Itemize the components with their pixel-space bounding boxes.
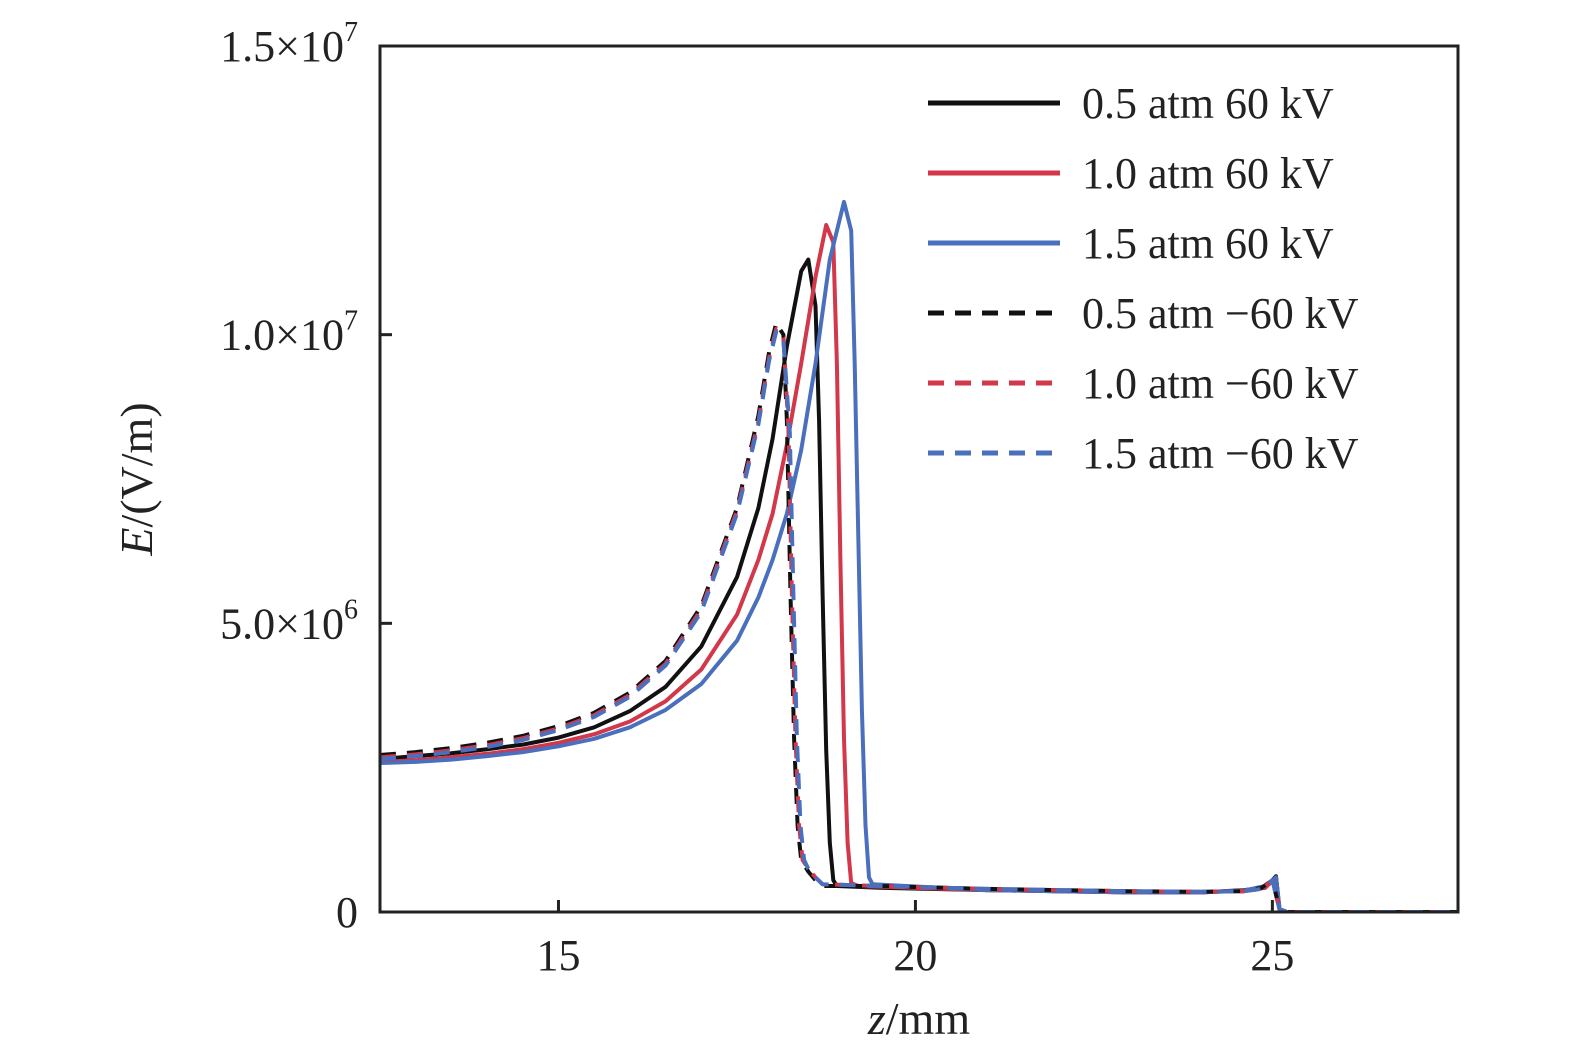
y-tick-exponent: 7 bbox=[344, 17, 358, 48]
y-axis-variable: E bbox=[111, 528, 162, 557]
series-line-0 bbox=[380, 257, 1458, 912]
y-tick-mantissa: 1.0×10 bbox=[220, 311, 344, 360]
legend: 0.5 atm 60 kV 1.0 atm 60 kV 1.5 atm 60 kV 0… bbox=[928, 79, 1359, 478]
legend-label-4: 1.0 atm −60 kV bbox=[1082, 359, 1359, 408]
series-line-3 bbox=[380, 321, 1458, 912]
series-line-5 bbox=[380, 329, 1458, 912]
y-tick-label: 5.0×106 bbox=[220, 594, 358, 648]
x-tick-label: 20 bbox=[893, 931, 937, 980]
x-axis-variable: z bbox=[867, 993, 886, 1044]
y-tick-mantissa: 0 bbox=[336, 888, 358, 937]
y-axis-unit: /(V/m) bbox=[111, 402, 162, 527]
y-tick-label: 0 bbox=[336, 888, 358, 937]
y-axis-title: E/(V/m) bbox=[111, 402, 162, 556]
y-tick-exponent: 6 bbox=[344, 594, 358, 625]
x-axis-unit: /mm bbox=[886, 993, 971, 1044]
legend-label-2: 1.5 atm 60 kV bbox=[1082, 219, 1334, 268]
y-tick-label: 1.5×107 bbox=[220, 17, 358, 71]
y-tick-exponent: 7 bbox=[344, 306, 358, 337]
x-axis-ticks: 15 20 25 bbox=[536, 900, 1294, 980]
legend-label-3: 0.5 atm −60 kV bbox=[1082, 289, 1359, 338]
y-tick-mantissa: 5.0×10 bbox=[220, 599, 344, 648]
y-tick-mantissa: 1.5×10 bbox=[220, 22, 344, 71]
legend-label-5: 1.5 atm −60 kV bbox=[1082, 429, 1359, 478]
legend-label-1: 1.0 atm 60 kV bbox=[1082, 149, 1334, 198]
y-tick-label: 1.0×107 bbox=[220, 306, 358, 360]
x-tick-label: 25 bbox=[1250, 931, 1294, 980]
plot-frame bbox=[378, 44, 1460, 914]
series-layer bbox=[380, 199, 1458, 912]
series-line-4 bbox=[380, 326, 1458, 912]
x-axis-title: z/mm bbox=[867, 993, 970, 1044]
x-tick-label: 15 bbox=[536, 931, 580, 980]
legend-label-0: 0.5 atm 60 kV bbox=[1082, 79, 1334, 128]
